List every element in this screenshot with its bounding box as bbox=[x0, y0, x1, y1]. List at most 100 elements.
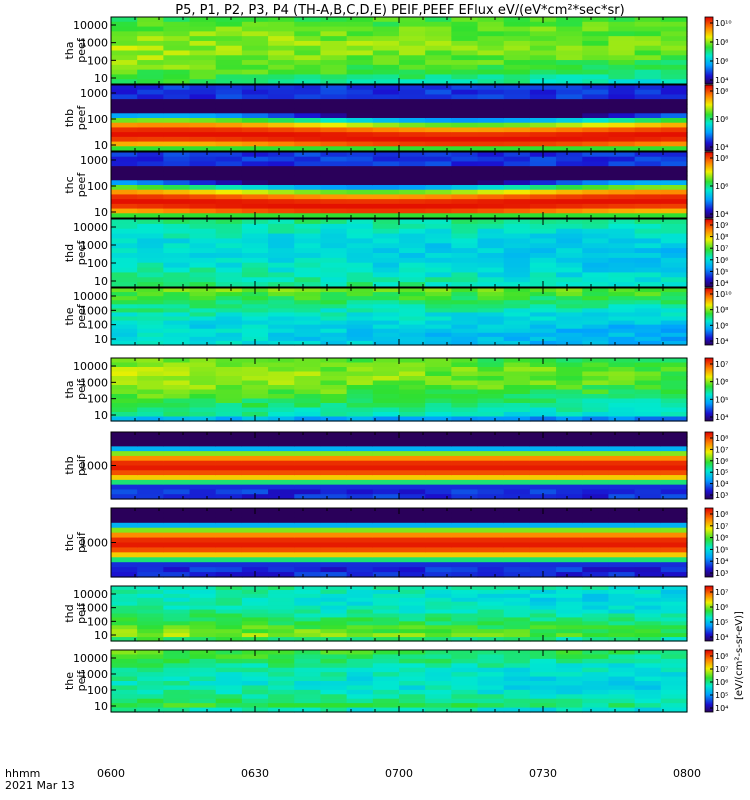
spectrogram-cell bbox=[399, 537, 426, 544]
spectrogram-cell bbox=[111, 122, 138, 129]
spectrogram-cell bbox=[503, 508, 531, 514]
spectrogram-cell bbox=[215, 69, 243, 76]
spectrogram-cell bbox=[529, 127, 557, 133]
spectrogram-cell bbox=[320, 223, 348, 230]
spectrogram-cell bbox=[346, 385, 374, 391]
spectrogram-cell bbox=[320, 55, 348, 61]
spectrogram-cell bbox=[163, 64, 191, 71]
spectrogram-cell bbox=[529, 537, 557, 544]
spectrogram-cell bbox=[372, 522, 400, 529]
spectrogram-cell bbox=[163, 508, 191, 514]
spectrogram-cell bbox=[372, 141, 400, 147]
spectrogram-cell bbox=[111, 403, 138, 409]
spectrogram-cell bbox=[137, 282, 164, 288]
spectrogram-cell bbox=[503, 676, 531, 682]
time-tick-label: 0700 bbox=[385, 767, 413, 780]
spectrogram-cell bbox=[137, 663, 164, 669]
spectrogram-cell bbox=[346, 267, 374, 274]
spectrogram-cell bbox=[241, 55, 269, 61]
spectrogram-cell bbox=[399, 479, 426, 486]
spectrogram-cell bbox=[137, 609, 164, 615]
spectrogram-cell bbox=[372, 170, 400, 177]
spectrogram-cell bbox=[137, 633, 164, 638]
spectrogram-cell bbox=[294, 85, 322, 91]
spectrogram-cell bbox=[477, 597, 505, 603]
spectrogram-cell bbox=[503, 663, 531, 669]
spectrogram-cell bbox=[425, 228, 452, 235]
spectrogram-cell bbox=[111, 451, 138, 457]
spectrogram-cell bbox=[294, 253, 322, 259]
spectrogram-cell bbox=[294, 312, 322, 318]
spectrogram-cell bbox=[294, 542, 322, 549]
spectrogram-cell bbox=[608, 532, 636, 539]
spectrogram-cell bbox=[268, 292, 295, 297]
spectrogram-cell bbox=[634, 527, 662, 534]
spectrogram-cell bbox=[320, 681, 348, 687]
spectrogram-cell bbox=[189, 367, 217, 373]
spectrogram-cell bbox=[556, 99, 583, 105]
spectrogram-cell bbox=[111, 199, 138, 205]
spectrogram-cell bbox=[189, 407, 217, 413]
spectrogram-cell bbox=[111, 180, 138, 186]
spectrogram-cell bbox=[346, 288, 374, 293]
spectrogram-cell bbox=[320, 122, 348, 129]
spectrogram-cell bbox=[425, 312, 452, 318]
spectrogram-cell bbox=[163, 605, 191, 611]
spectrogram-cell bbox=[660, 277, 688, 283]
spectrogram-cell bbox=[529, 685, 557, 691]
spectrogram-cell bbox=[111, 380, 138, 386]
spectrogram-cell bbox=[660, 118, 688, 124]
spectrogram-cell bbox=[634, 103, 662, 110]
spectrogram-cell bbox=[346, 412, 374, 418]
spectrogram-cell bbox=[477, 36, 505, 42]
spectrogram-cell bbox=[189, 132, 217, 138]
spectrogram-cell bbox=[215, 89, 243, 96]
spectrogram-cell bbox=[451, 508, 479, 514]
panel-probe-label: the bbox=[63, 307, 76, 325]
spectrogram-cell bbox=[634, 340, 662, 346]
spectrogram-cell bbox=[451, 180, 479, 186]
spectrogram-cell bbox=[660, 654, 688, 660]
y-tick-label: 1000 bbox=[80, 154, 108, 167]
spectrogram-cell bbox=[346, 633, 374, 638]
spectrogram-cell bbox=[320, 609, 348, 615]
spectrogram-cell bbox=[451, 282, 479, 288]
spectrogram-cell bbox=[477, 394, 505, 400]
spectrogram-cell bbox=[372, 180, 400, 186]
spectrogram-cell bbox=[634, 85, 662, 91]
spectrogram-cell bbox=[189, 203, 217, 210]
spectrogram-cell bbox=[503, 141, 531, 147]
spectrogram-cell bbox=[215, 180, 243, 186]
spectrogram-cell bbox=[399, 277, 426, 283]
spectrogram-cell bbox=[320, 633, 348, 638]
spectrogram-cell bbox=[503, 681, 531, 687]
spectrogram-cell bbox=[189, 517, 217, 524]
spectrogram-cell bbox=[294, 203, 322, 210]
spectrogram-cell bbox=[503, 394, 531, 400]
spectrogram-cell bbox=[372, 223, 400, 230]
spectrogram-cell bbox=[163, 324, 191, 330]
spectrogram-cell bbox=[556, 257, 583, 264]
spectrogram-cell bbox=[477, 567, 505, 573]
spectrogram-cell bbox=[660, 170, 688, 177]
spectrogram-cell bbox=[294, 296, 322, 301]
colorbar bbox=[704, 287, 714, 346]
spectrogram-cell bbox=[634, 367, 662, 373]
spectrogram-cell bbox=[608, 654, 636, 660]
spectrogram-cell bbox=[425, 262, 452, 269]
spectrogram-cell bbox=[399, 118, 426, 124]
spectrogram-cell bbox=[529, 180, 557, 186]
spectrogram-cell bbox=[634, 358, 662, 364]
spectrogram-cell bbox=[425, 152, 452, 158]
spectrogram-cell bbox=[451, 64, 479, 71]
spectrogram-cell bbox=[503, 385, 531, 391]
spectrogram-cell bbox=[529, 376, 557, 382]
spectrogram-cell bbox=[372, 394, 400, 400]
spectrogram-cell bbox=[477, 308, 505, 314]
spectrogram-cell bbox=[660, 156, 688, 163]
spectrogram-cell bbox=[137, 407, 164, 413]
spectrogram-cell bbox=[215, 300, 243, 305]
spectrogram-cell bbox=[425, 441, 452, 447]
spectrogram-cell bbox=[556, 451, 583, 457]
spectrogram-cell bbox=[111, 316, 138, 322]
